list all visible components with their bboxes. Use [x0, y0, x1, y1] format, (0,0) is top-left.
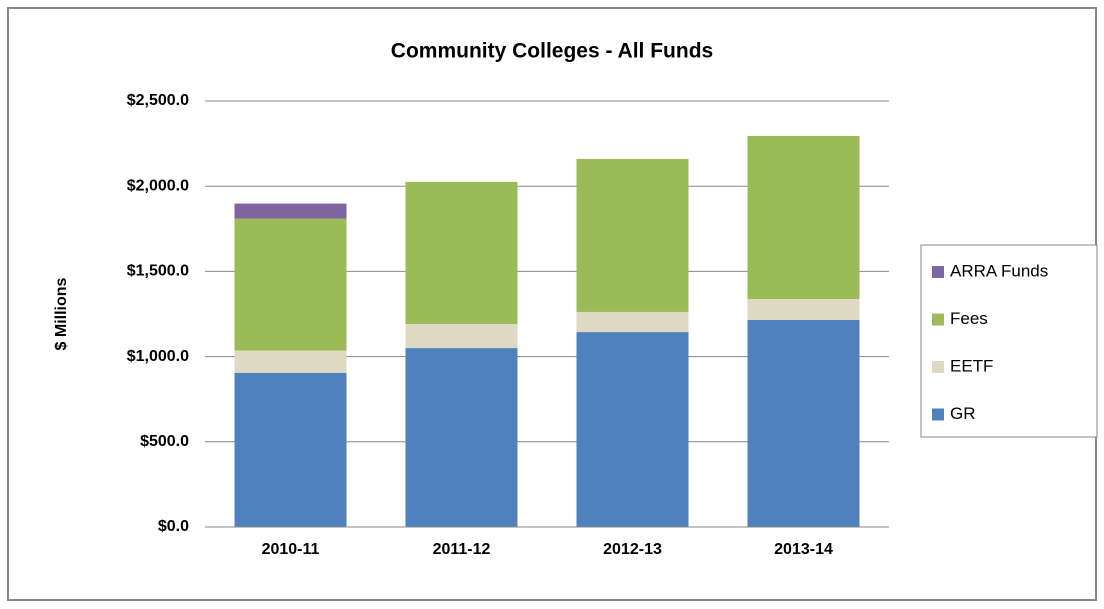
chart-border	[7, 7, 1097, 601]
y-tick-label: $500.0	[140, 433, 189, 450]
x-tick-label: 2011-12	[433, 541, 491, 558]
x-tick-label: 2013-14	[774, 541, 833, 558]
bar-segment	[405, 348, 518, 527]
bar-segment	[234, 350, 347, 373]
x-tick-label: 2010-11	[262, 541, 320, 558]
y-tick-label: $2,500.0	[127, 92, 189, 109]
y-tick-label: $1,000.0	[127, 348, 189, 365]
legend-label: Fees	[950, 309, 988, 328]
bar-segment	[747, 135, 860, 300]
bar-segment	[747, 319, 860, 527]
legend-label: GR	[950, 404, 976, 423]
legend-swatch	[932, 266, 944, 278]
bar-segment	[576, 158, 689, 312]
legend-swatch	[932, 361, 944, 373]
bar-segment	[576, 311, 689, 333]
y-tick-label: $0.0	[158, 518, 189, 535]
bar-segment	[234, 203, 347, 219]
bar-segment	[747, 299, 860, 320]
y-axis-label: $ Millions	[53, 277, 70, 350]
legend-swatch	[932, 313, 944, 326]
legend-label: EETF	[950, 356, 993, 375]
legend-box	[920, 244, 1098, 438]
bar-segment	[576, 332, 689, 527]
bar-segment	[234, 218, 347, 351]
bar-segment	[405, 324, 518, 349]
y-tick-label: $2,000.0	[127, 177, 189, 194]
bar-segment	[234, 372, 347, 527]
legend-label: ARRA Funds	[950, 261, 1048, 280]
bar-segment	[405, 181, 518, 325]
legend-swatch	[932, 408, 944, 421]
y-tick-label: $1,500.0	[127, 263, 189, 280]
x-tick-label: 2012-13	[603, 541, 662, 558]
chart-title: Community Colleges - All Funds	[391, 40, 713, 63]
